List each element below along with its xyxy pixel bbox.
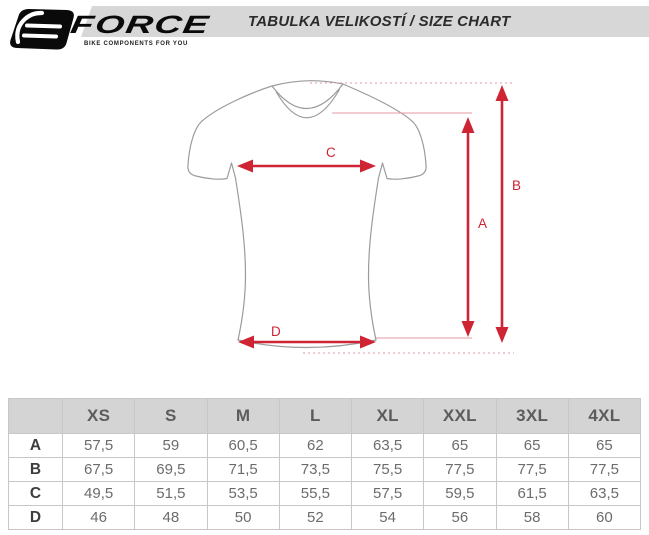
table-row: B 67,5 69,5 71,5 73,5 75,5 77,5 77,5 77,… bbox=[8, 457, 642, 482]
measurement-arrows bbox=[237, 85, 509, 349]
tshirt-measurement-diagram: C D A B bbox=[187, 80, 521, 354]
size-col-header bbox=[8, 398, 63, 434]
measure-label-d: D bbox=[271, 324, 281, 339]
size-col-header: XL bbox=[350, 398, 425, 434]
table-row: C 49,5 51,5 53,5 55,5 57,5 59,5 61,5 63,… bbox=[8, 481, 642, 506]
table-row: A 57,5 59 60,5 62 63,5 65 65 65 bbox=[8, 433, 642, 458]
size-col-header: XS bbox=[61, 398, 136, 434]
table-cell: 57,5 bbox=[61, 433, 136, 458]
table-cell: 77,5 bbox=[423, 457, 497, 482]
table-cell: 57,5 bbox=[350, 481, 425, 506]
size-table-header-row: XS S M L XL XXL 3XL 4XL bbox=[8, 398, 642, 434]
size-col-header: 4XL bbox=[567, 398, 642, 434]
row-label: B bbox=[8, 457, 63, 482]
brand-wordmark: FORCE bbox=[68, 11, 212, 39]
size-col-header: XXL bbox=[423, 398, 497, 434]
table-cell: 51,5 bbox=[134, 481, 208, 506]
table-cell: 77,5 bbox=[495, 457, 569, 482]
table-cell: 60 bbox=[567, 505, 642, 530]
table-cell: 61,5 bbox=[495, 481, 569, 506]
table-cell: 58 bbox=[495, 505, 569, 530]
table-cell: 65 bbox=[567, 433, 642, 458]
table-cell: 77,5 bbox=[567, 457, 642, 482]
measure-label-a: A bbox=[478, 216, 487, 231]
size-col-header: 3XL bbox=[495, 398, 569, 434]
measure-label-c: C bbox=[326, 145, 336, 160]
table-cell: 71,5 bbox=[206, 457, 280, 482]
table-cell: 59 bbox=[134, 433, 208, 458]
table-cell: 63,5 bbox=[567, 481, 642, 506]
size-table: XS S M L XL XXL 3XL 4XL A 57,5 59 60,5 6… bbox=[8, 398, 642, 530]
table-cell: 49,5 bbox=[61, 481, 136, 506]
row-label: C bbox=[8, 481, 63, 506]
brand-tagline: BIKE COMPONENTS FOR YOU bbox=[84, 41, 188, 47]
row-label: D bbox=[8, 505, 63, 530]
table-cell: 75,5 bbox=[350, 457, 425, 482]
table-row: D 46 48 50 52 54 56 58 60 bbox=[8, 505, 642, 530]
table-cell: 62 bbox=[278, 433, 353, 458]
table-cell: 56 bbox=[423, 505, 497, 530]
force-logo: FORCE BIKE COMPONENTS FOR YOU bbox=[0, 0, 240, 55]
size-col-header: M bbox=[206, 398, 280, 434]
table-cell: 65 bbox=[495, 433, 569, 458]
table-cell: 73,5 bbox=[278, 457, 353, 482]
table-cell: 55,5 bbox=[278, 481, 353, 506]
page-title: TABULKA VELIKOSTÍ / SIZE CHART bbox=[248, 13, 511, 30]
size-col-header: L bbox=[278, 398, 353, 434]
table-cell: 52 bbox=[278, 505, 353, 530]
measurement-leader-lines bbox=[303, 82, 514, 354]
table-cell: 63,5 bbox=[350, 433, 425, 458]
size-col-header: S bbox=[134, 398, 208, 434]
table-cell: 53,5 bbox=[206, 481, 280, 506]
title-banner: TABULKA VELIKOSTÍ / SIZE CHART bbox=[81, 6, 649, 37]
table-cell: 60,5 bbox=[206, 433, 280, 458]
table-cell: 48 bbox=[134, 505, 208, 530]
row-label: A bbox=[8, 433, 63, 458]
tshirt-outline-icon bbox=[187, 80, 427, 349]
table-cell: 67,5 bbox=[61, 457, 136, 482]
measure-label-b: B bbox=[512, 178, 521, 193]
table-cell: 65 bbox=[423, 433, 497, 458]
force-f-emblem-icon bbox=[10, 9, 74, 50]
table-cell: 69,5 bbox=[134, 457, 208, 482]
table-cell: 46 bbox=[61, 505, 136, 530]
table-cell: 54 bbox=[350, 505, 425, 530]
table-cell: 59,5 bbox=[423, 481, 497, 506]
table-cell: 50 bbox=[206, 505, 280, 530]
